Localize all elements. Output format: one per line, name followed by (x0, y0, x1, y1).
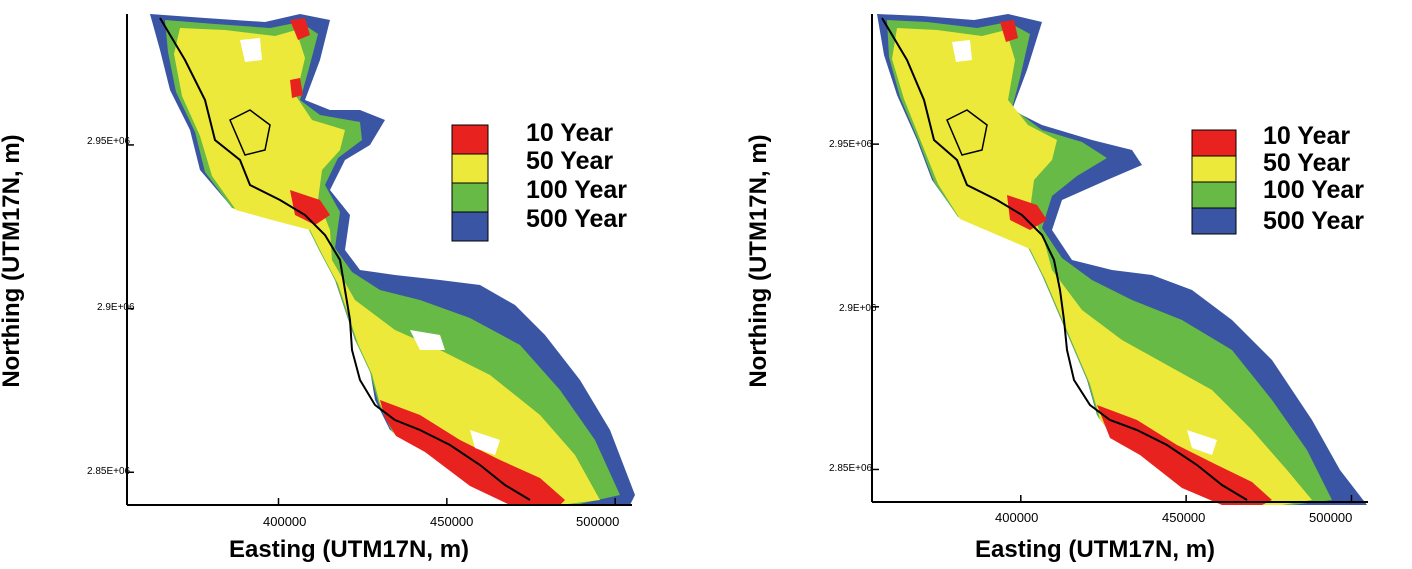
legend-label: 500 Year (1263, 207, 1365, 235)
legend-swatch (451, 124, 489, 155)
x-tick-label: 450000 (1162, 510, 1206, 525)
flood-map-right (871, 14, 1368, 505)
legend-label: 10 Year (1263, 122, 1351, 150)
y-axis-label: Northing (UTM17N, m) (0, 134, 25, 388)
legend-label: 50 Year (526, 147, 614, 175)
legend-swatch (1191, 207, 1237, 235)
flood-map-left (126, 14, 635, 506)
x-tick-label: 500000 (576, 514, 620, 529)
y-tick-label: 2.9E+06 (839, 303, 877, 314)
legend-label: 100 Year (1263, 176, 1365, 204)
legend-swatch (1191, 155, 1237, 183)
flood-zones (150, 14, 635, 505)
legend-label: 10 Year (526, 119, 614, 147)
y-tick-label: 2.95E+06 (829, 139, 873, 150)
y-axis-label: Northing (UTM17N, m) (745, 134, 772, 388)
x-tick-label: 500000 (1309, 510, 1353, 525)
x-tick-label: 400000 (995, 510, 1039, 525)
y-tick-label: 2.85E+06 (87, 466, 131, 477)
legend-swatch (1191, 181, 1237, 209)
legend-swatch (451, 182, 489, 213)
map-panel-left: Northing (UTM17N, m) Easting (UTM17N, m)… (0, 0, 700, 569)
legend-swatch (451, 153, 489, 184)
x-axis-label: Easting (UTM17N, m) (229, 536, 470, 563)
y-tick-label: 2.85E+06 (829, 463, 873, 474)
map-panel-right: Northing (UTM17N, m) Easting (UTM17N, m)… (712, 0, 1412, 569)
legend-label: 500 Year (526, 205, 628, 233)
y-tick-label: 2.95E+06 (87, 136, 131, 147)
flood-zones (877, 14, 1367, 505)
y-tick-label: 2.9E+06 (97, 302, 135, 313)
x-axis-label: Easting (UTM17N, m) (975, 536, 1216, 563)
x-tick-label: 400000 (263, 514, 307, 529)
legend-swatch (451, 211, 489, 242)
x-tick-label: 450000 (430, 514, 474, 529)
legend-label: 50 Year (1263, 149, 1351, 177)
legend-swatch (1191, 129, 1237, 157)
legend-label: 100 Year (526, 176, 628, 204)
